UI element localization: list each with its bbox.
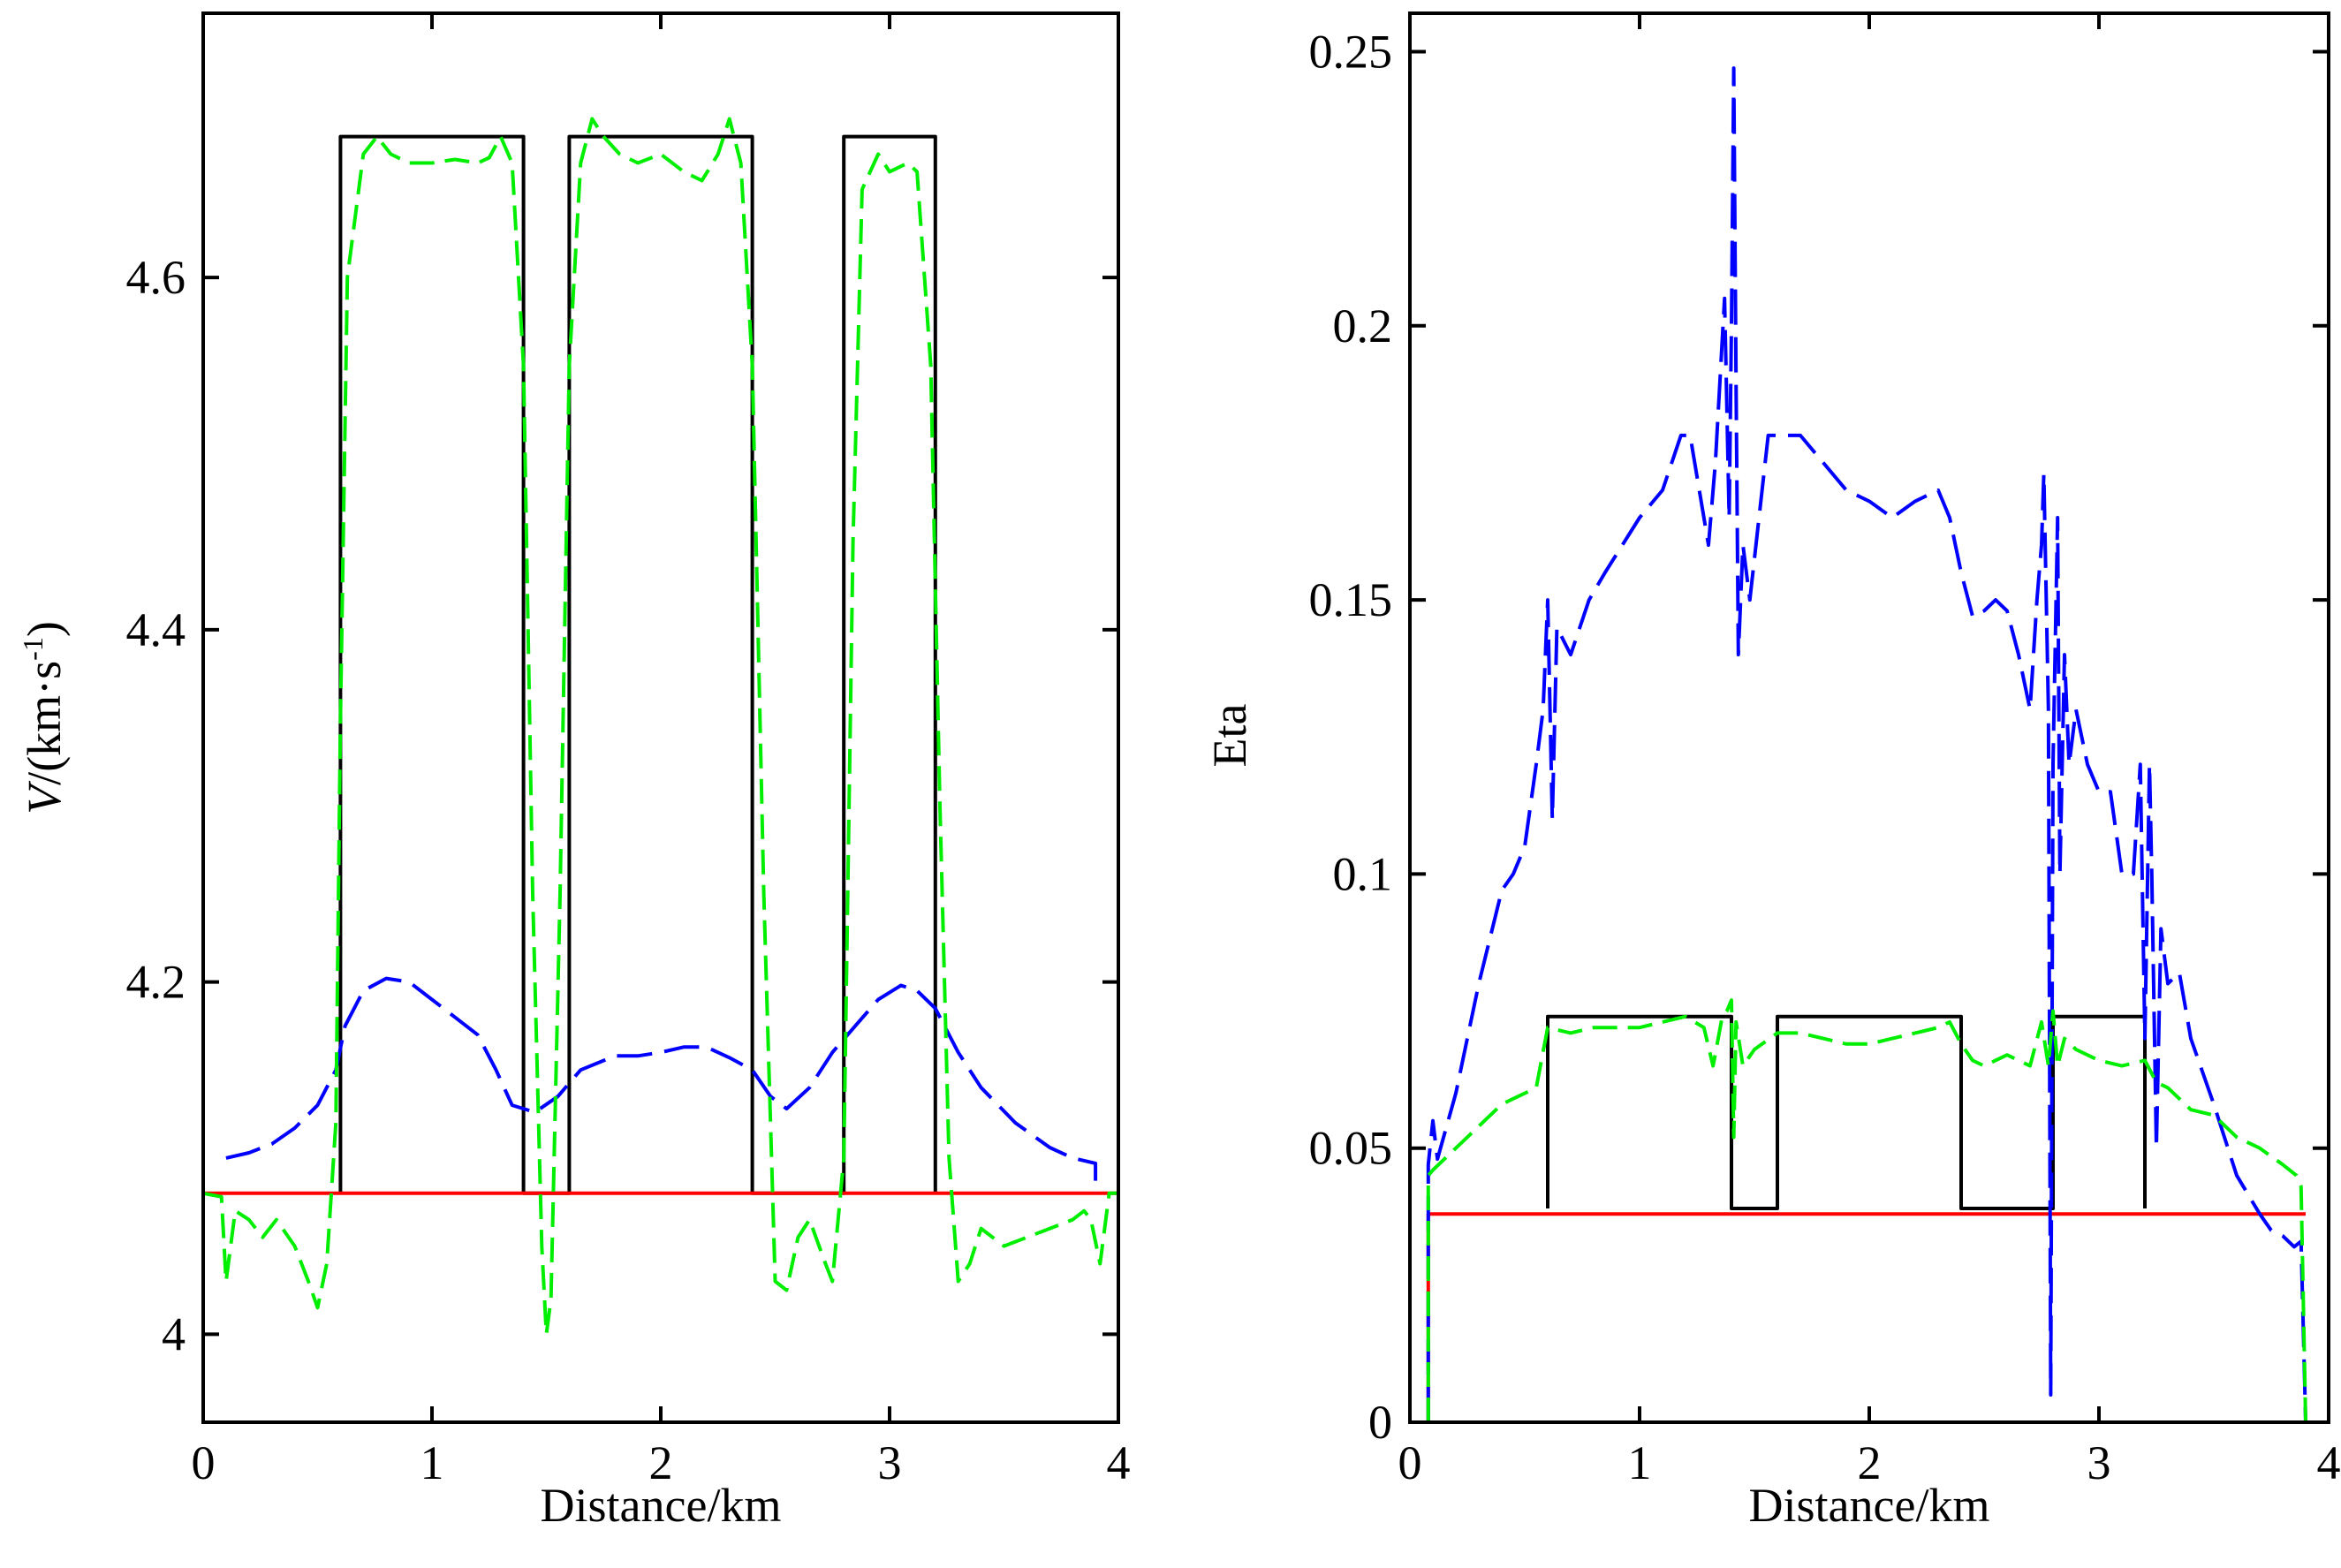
left-y-tick-label: 4.2 [126,956,186,1009]
left-x-tick-label: 0 [192,1436,216,1489]
right-plot-frame [1408,11,2330,1424]
left-y-axis-title-symbol: V [18,780,71,814]
right-y-tick-label: 0 [1368,1396,1392,1449]
left-series-group [203,117,1118,1337]
left-y-axis-title-exponent: -1 [17,637,49,661]
left-panel: 0 1 2 3 4 4 4.2 4.4 4.6 Distance/km V/(km·s-1) [17,11,1131,1532]
left-x-tick-label: 3 [878,1436,902,1489]
left-y-axis-title-unit: /(km·s [18,661,71,785]
left-x-tick-label: 4 [1107,1436,1131,1489]
right-series-true-model [1546,1014,2147,1210]
left-y-tick-label: 4 [162,1307,186,1360]
left-series-inversion-B [203,117,1118,1337]
right-y-tick-label: 0.2 [1333,299,1393,352]
right-x-axis-title: Distance/km [1749,1479,1990,1532]
right-panel: 0 1 2 3 4 0 0.05 0.1 0.15 0.2 0.25 Distance/km Eta [1203,11,2341,1532]
right-y-tick-label: 0.25 [1309,25,1393,78]
right-series-group [1426,66,2307,1422]
right-x-tick-label: 0 [1398,1436,1422,1489]
right-series-inversion-A [1426,66,2307,1422]
right-y-tick-label: 0.05 [1309,1122,1393,1175]
left-y-axis-title: V/(km·s-1) [17,621,71,814]
left-y-tick-label: 4.6 [126,251,186,304]
right-x-tick-label: 4 [2317,1436,2341,1489]
left-y-tick-label: 4.4 [126,603,186,656]
left-series-true-model [338,134,937,1195]
right-y-tick-label: 0.1 [1333,847,1393,900]
right-tick-group: 0 1 2 3 4 0 0.05 0.1 0.15 0.2 0.25 [1309,13,2341,1489]
left-series-inversion-A [225,976,1098,1193]
right-series-inversion-B [1426,998,2307,1422]
right-y-tick-label: 0.15 [1309,573,1393,626]
left-x-axis-title: Distance/km [541,1479,782,1532]
right-x-tick-label: 2 [1858,1436,1882,1489]
left-tick-group: 0 1 2 3 4 4 4.2 4.4 4.6 [126,13,1131,1489]
right-x-tick-label: 3 [2087,1436,2111,1489]
left-x-tick-label: 2 [649,1436,673,1489]
left-y-axis-title-close: ) [18,621,71,637]
right-x-tick-label: 1 [1628,1436,1652,1489]
right-series-initial-model [1426,1212,2306,1422]
left-x-tick-label: 1 [420,1436,444,1489]
right-y-axis-title: Eta [1203,703,1256,767]
